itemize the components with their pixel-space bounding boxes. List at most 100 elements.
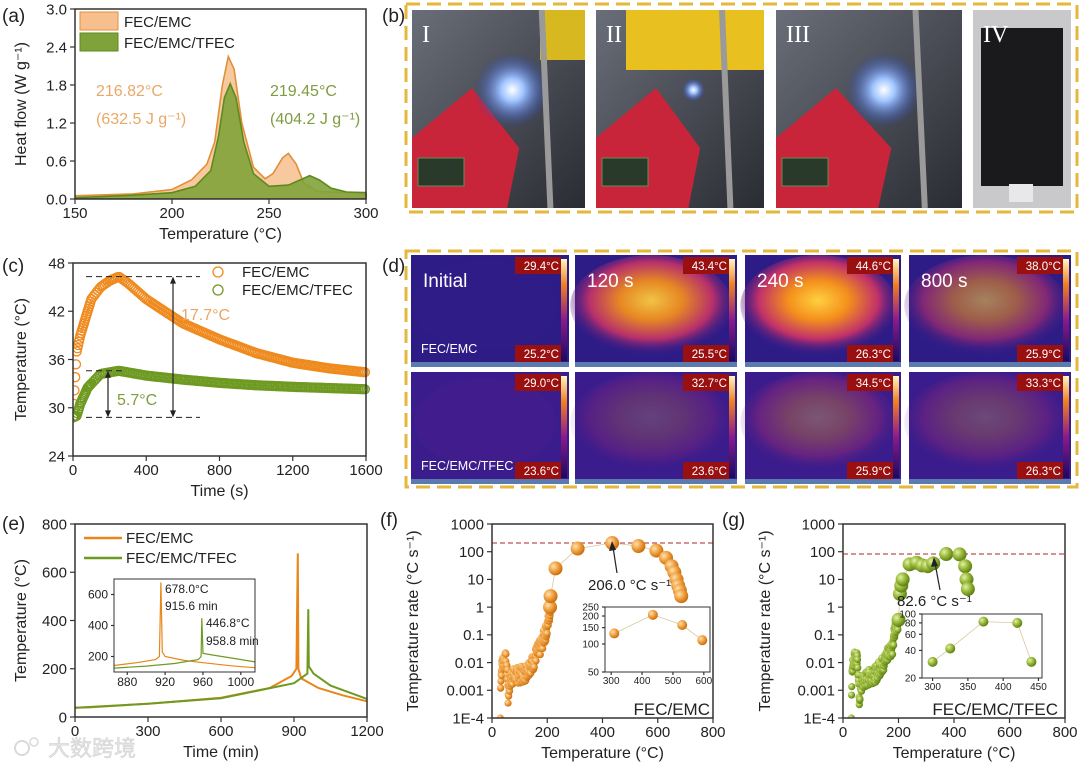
thermal-image: 34.5°C 25.9°C <box>740 372 901 484</box>
panel-label: (d) <box>382 256 405 277</box>
color-scale-bar <box>1063 376 1069 478</box>
y-tick-label: 2.4 <box>46 39 67 56</box>
color-scale-bar <box>561 376 567 478</box>
x-tick-label: 150 <box>62 205 87 222</box>
x-tick-label: 920 <box>155 675 175 689</box>
data-point <box>697 635 708 646</box>
x-tick-label: 200 <box>886 724 911 741</box>
y-tick-label: 0.01 <box>806 655 835 672</box>
photo-label: IV <box>983 22 1009 48</box>
x-tick-label: 1600 <box>349 462 382 479</box>
data-point <box>73 359 82 370</box>
x-tick-label: 450 <box>1030 682 1047 693</box>
y-tick-label: 0.6 <box>46 153 67 170</box>
legend-marker <box>212 284 224 296</box>
y-tick-label: 1.8 <box>46 77 67 94</box>
legend-label: FEC/EMC/TFEC <box>126 550 237 567</box>
panel-labels: (a) (b) (c) (d) (e) (f) (g) <box>2 6 745 535</box>
data-point <box>543 589 558 604</box>
max-temperature: 34.5°C <box>856 378 891 390</box>
photo-1: I <box>412 9 585 209</box>
x-tick-label: 1200 <box>276 462 309 479</box>
y-tick-label: 42 <box>48 304 65 321</box>
x-tick-label: 0 <box>69 462 77 479</box>
y-tick-label: 100 <box>810 544 835 561</box>
max-temp-badge <box>1017 257 1063 274</box>
data-point <box>889 650 897 658</box>
y-tick-label: 200 <box>42 661 67 678</box>
plot-area <box>75 553 368 709</box>
time-label: 120 s <box>587 271 633 292</box>
inset-sample-label: FEC/EMC <box>634 700 711 719</box>
x-tick-label: 800 <box>1052 724 1077 741</box>
x-axis-label: Time (s) <box>190 483 248 500</box>
sample-label: FEC/EMC <box>421 342 477 356</box>
line-series-0 <box>114 582 256 669</box>
chart-f: 0 200 400 600 800 1E-4 0.001 0.01 0.1 1 10 100 1000 T… <box>405 516 726 762</box>
panel-label: (c) <box>2 256 24 277</box>
legend-label: FEC/EMC <box>126 530 194 547</box>
max-temp-badge <box>1017 374 1063 391</box>
x-tick-label: 0 <box>71 723 79 740</box>
data-point <box>952 547 967 562</box>
x-tick-label: 800 <box>207 462 232 479</box>
y-tick-label: 0.001 <box>797 683 835 700</box>
data-point <box>359 384 371 395</box>
inset-background <box>114 579 255 672</box>
min-temperature: 26.3°C <box>1026 466 1061 478</box>
color-scale-bar <box>729 376 735 478</box>
y-tick-label: 100 <box>899 610 916 621</box>
thermal-image: 43.4°C 25.5°C 120 s <box>570 255 737 367</box>
y-tick-label: 0 <box>59 709 67 726</box>
max-temp-badge <box>683 374 729 391</box>
y-tick-label: 24 <box>48 448 65 465</box>
panel-label: (b) <box>382 6 405 27</box>
data-point <box>960 582 975 597</box>
data-point <box>530 663 538 671</box>
peak-annotation: 678.0°C <box>165 582 209 596</box>
data-point <box>496 714 504 718</box>
y-tick-label: 150 <box>582 623 599 634</box>
color-scale-bar <box>561 259 567 361</box>
legend-marker <box>212 266 224 278</box>
x-tick-label: 300 <box>353 205 378 222</box>
x-axis-label: Temperature (°C) <box>893 745 1016 762</box>
data-point <box>958 559 973 574</box>
max-temperature: 44.6°C <box>856 261 891 273</box>
pouch-cell <box>981 28 1063 186</box>
min-temperature: 25.5°C <box>692 349 727 361</box>
y-tick-label: 1.2 <box>46 115 67 132</box>
x-tick-label: 400 <box>590 724 615 741</box>
peak-annotation: 915.6 min <box>165 599 218 613</box>
x-axis-label: Time (min) <box>183 744 259 761</box>
max-temperature: 29.0°C <box>524 378 559 390</box>
x-tick-label: 400 <box>634 676 651 687</box>
data-point <box>890 641 898 649</box>
color-scale-bar <box>729 259 735 361</box>
heat-glow <box>904 372 1067 473</box>
y-tick-label: 0.0 <box>46 191 67 208</box>
data-point <box>853 655 862 664</box>
max-temperature: 32.7°C <box>692 378 727 390</box>
y-tick-label: 80 <box>905 618 917 629</box>
color-scale-bar <box>893 376 899 478</box>
y-tick-label: 60 <box>905 630 917 641</box>
max-temperature: 38.0°C <box>1026 261 1061 273</box>
line-series-1 <box>114 618 256 669</box>
x-tick-label: 800 <box>700 724 725 741</box>
connector-line <box>614 614 703 641</box>
y-tick-label: 3.0 <box>46 1 67 18</box>
data-point <box>570 541 585 556</box>
axes-frame <box>604 606 711 673</box>
chart-e: 0 300 600 900 1200 0 200 400 600 800 Time (min) Tem… <box>13 516 384 761</box>
data-point <box>543 629 551 637</box>
peak-rate-annotation: 206.0 °C s⁻¹ <box>588 577 671 594</box>
time-label: 240 s <box>757 271 803 292</box>
light-flash <box>474 52 551 128</box>
thermal-image: 33.3°C 26.3°C <box>904 372 1071 484</box>
y-tick-label: 1000 <box>802 516 835 533</box>
y-tick-label: 0.01 <box>455 655 484 672</box>
min-temp-badge <box>683 345 729 362</box>
data-point <box>497 677 505 685</box>
x-tick-label: 350 <box>960 682 977 693</box>
